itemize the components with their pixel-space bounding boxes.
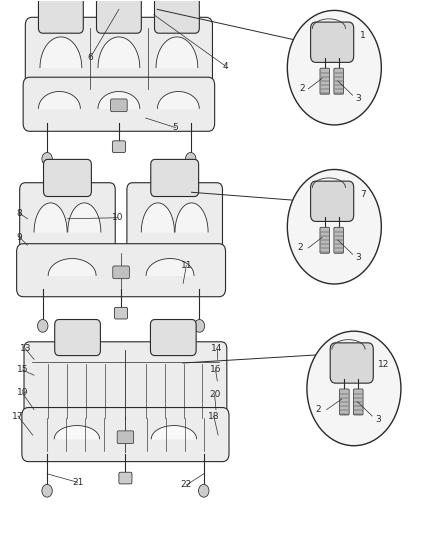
Circle shape [287, 11, 381, 125]
Text: 17: 17 [12, 411, 24, 421]
FancyBboxPatch shape [43, 159, 92, 197]
Text: 2: 2 [315, 405, 321, 414]
FancyBboxPatch shape [113, 266, 129, 279]
FancyBboxPatch shape [320, 68, 329, 94]
Text: 2: 2 [297, 244, 303, 253]
FancyBboxPatch shape [334, 68, 343, 94]
Polygon shape [39, 92, 80, 109]
Text: 9: 9 [17, 233, 22, 242]
Circle shape [42, 152, 52, 165]
FancyBboxPatch shape [20, 183, 115, 263]
Polygon shape [34, 203, 67, 232]
FancyBboxPatch shape [117, 431, 134, 443]
Text: 5: 5 [173, 123, 178, 132]
Text: 16: 16 [210, 366, 221, 374]
FancyBboxPatch shape [311, 22, 354, 62]
Polygon shape [98, 37, 140, 68]
Text: 2: 2 [299, 84, 304, 93]
Text: 13: 13 [20, 344, 31, 353]
Polygon shape [48, 259, 96, 276]
Circle shape [287, 169, 381, 284]
FancyBboxPatch shape [115, 308, 127, 319]
Text: 6: 6 [88, 53, 93, 62]
FancyBboxPatch shape [320, 227, 329, 253]
Polygon shape [158, 92, 199, 109]
Text: 14: 14 [211, 344, 223, 353]
Text: 15: 15 [17, 366, 28, 374]
Text: 22: 22 [181, 480, 192, 489]
Text: 20: 20 [209, 390, 220, 399]
Circle shape [185, 152, 196, 165]
Text: 1: 1 [360, 31, 365, 41]
Text: 21: 21 [72, 478, 83, 487]
FancyBboxPatch shape [96, 0, 141, 33]
FancyBboxPatch shape [151, 159, 198, 197]
Text: 18: 18 [208, 411, 219, 421]
Circle shape [42, 484, 52, 497]
FancyBboxPatch shape [330, 343, 373, 383]
FancyBboxPatch shape [17, 244, 226, 297]
Text: 3: 3 [355, 94, 361, 103]
Circle shape [194, 319, 205, 332]
Circle shape [38, 319, 48, 332]
Text: 11: 11 [180, 261, 192, 270]
FancyBboxPatch shape [22, 408, 229, 462]
FancyBboxPatch shape [311, 181, 354, 221]
Polygon shape [141, 203, 174, 232]
FancyBboxPatch shape [339, 389, 349, 415]
FancyBboxPatch shape [127, 183, 223, 263]
Text: 8: 8 [17, 209, 22, 218]
Polygon shape [54, 425, 99, 439]
Text: 19: 19 [17, 388, 28, 397]
FancyBboxPatch shape [353, 389, 363, 415]
Text: 12: 12 [378, 360, 389, 369]
FancyBboxPatch shape [39, 0, 83, 33]
FancyBboxPatch shape [24, 342, 227, 427]
FancyBboxPatch shape [119, 472, 132, 484]
Polygon shape [175, 203, 208, 232]
FancyBboxPatch shape [113, 141, 125, 152]
Circle shape [198, 484, 209, 497]
FancyBboxPatch shape [150, 319, 196, 356]
FancyBboxPatch shape [111, 99, 127, 112]
Polygon shape [146, 259, 194, 276]
FancyBboxPatch shape [55, 319, 100, 356]
Polygon shape [156, 37, 198, 68]
FancyBboxPatch shape [23, 77, 215, 131]
Polygon shape [40, 37, 82, 68]
Polygon shape [68, 203, 101, 232]
Polygon shape [151, 425, 197, 439]
Text: 10: 10 [112, 213, 124, 222]
Polygon shape [98, 92, 140, 109]
Text: 3: 3 [355, 253, 361, 262]
FancyBboxPatch shape [334, 227, 343, 253]
Text: 7: 7 [360, 190, 365, 199]
Text: 4: 4 [223, 62, 228, 70]
Circle shape [307, 331, 401, 446]
Text: 3: 3 [375, 415, 381, 424]
FancyBboxPatch shape [25, 17, 212, 100]
FancyBboxPatch shape [155, 0, 199, 33]
